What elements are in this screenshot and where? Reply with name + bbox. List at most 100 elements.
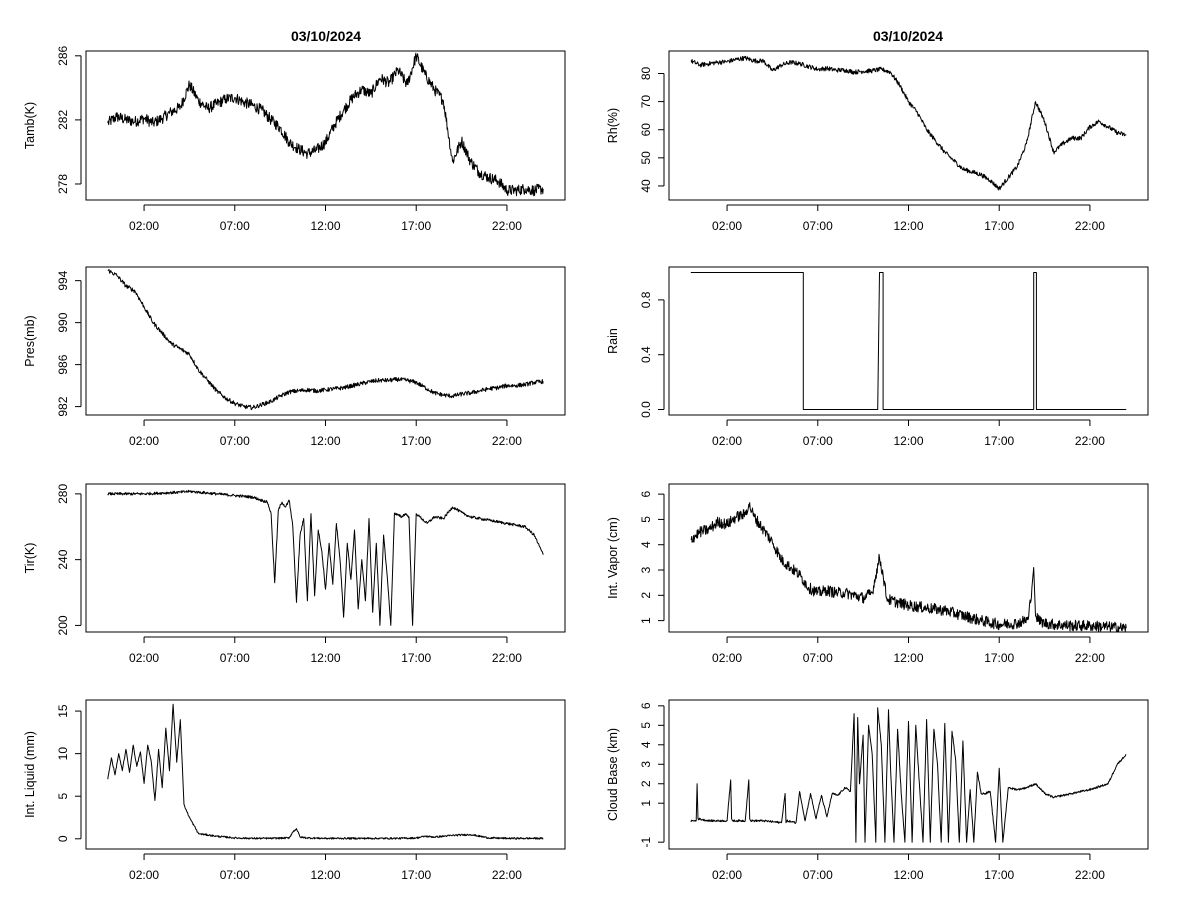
tamb-k-y-tick-label: 286 (56, 45, 70, 65)
tamb-k-y-tick-label: 278 (56, 174, 70, 194)
int-liquid-mm-y-tick-label: 5 (56, 793, 70, 800)
int-vapor-cm-y-tick-label: 5 (639, 516, 653, 523)
int-liquid-mm-x-tick-label: 17:00 (401, 868, 431, 882)
int-vapor-cm-series-line (690, 502, 1127, 632)
rain-plot-frame (668, 266, 1149, 416)
tir-k-x-tick-label: 02:00 (129, 651, 159, 665)
int-vapor-cm-y-tick-label: 6 (639, 490, 653, 497)
tir-k-x-tick-label: 22:00 (492, 651, 522, 665)
cloud-base-km-x-tick-label: 07:00 (803, 868, 833, 882)
pres-mb-plot-frame (85, 266, 566, 416)
rain-panel: 02:00 07:00 12:00 17:00 22:00 0.0 0.4 0.8 Rain (606, 266, 1149, 448)
int-vapor-cm-x-tick-label: 22:00 (1075, 651, 1105, 665)
rh-x-tick-label: 22:00 (1075, 219, 1105, 233)
rh-y-tick-label: 60 (639, 123, 653, 137)
rh-y-tick-label: 80 (639, 66, 653, 80)
rain-y-label: Rain (606, 328, 620, 354)
int-vapor-cm-plot-frame (668, 483, 1149, 633)
tamb-k-x-tick-label: 02:00 (129, 219, 159, 233)
cloud-base-km-y-tick-label: -1 (639, 837, 653, 848)
rh-y-label: Rh(%) (606, 108, 620, 143)
int-liquid-mm-series-line (107, 703, 544, 840)
tamb-k-x-tick-label: 17:00 (401, 219, 431, 233)
cloud-base-km-y-tick-label: 1 (639, 800, 653, 807)
rain-y-tick-label: 0.8 (639, 291, 653, 308)
int-liquid-mm-y-tick-label: 10 (56, 747, 70, 761)
tir-k-x-tick-label: 07:00 (220, 651, 250, 665)
pres-mb-series-line (107, 269, 544, 411)
tamb-k-x-tick-label: 22:00 (492, 219, 522, 233)
pres-mb-x-tick-label: 22:00 (492, 434, 522, 448)
rain-y-tick-label: 0.4 (639, 346, 653, 363)
cloud-base-km-x-tick-label: 17:00 (984, 868, 1014, 882)
int-vapor-cm-panel: 02:00 07:00 12:00 17:00 22:00 1 2 3 4 5 6 Int. Vapo… (606, 483, 1149, 665)
tamb-k-y-label: Tamb(K) (23, 102, 37, 149)
int-vapor-cm-y-tick-label: 1 (639, 617, 653, 624)
int-vapor-cm-x-tick-label: 07:00 (803, 651, 833, 665)
tir-k-y-tick-label: 280 (56, 484, 70, 504)
int-liquid-mm-y-label: Int. Liquid (mm) (23, 731, 37, 818)
pres-mb-y-tick-label: 994 (56, 270, 70, 290)
tamb-k-series-line (107, 52, 544, 197)
rh-series-line (690, 55, 1127, 191)
tir-k-y-tick-label: 200 (56, 615, 70, 635)
pres-mb-x-tick-label: 17:00 (401, 434, 431, 448)
tir-k-x-tick-label: 17:00 (401, 651, 431, 665)
tir-k-y-label: Tir(K) (23, 543, 37, 574)
int-vapor-cm-x-tick-label: 12:00 (893, 651, 923, 665)
tamb-k-x-tick-label: 07:00 (220, 219, 250, 233)
rain-x-tick-label: 12:00 (893, 434, 923, 448)
int-liquid-mm-x-tick-label: 12:00 (310, 868, 340, 882)
cloud-base-km-panel: 02:00 07:00 12:00 17:00 22:00 -1 1 2 3 4 5 6 Cloud B… (606, 699, 1149, 882)
int-liquid-mm-x-tick-label: 22:00 (492, 868, 522, 882)
rain-x-tick-label: 22:00 (1075, 434, 1105, 448)
tir-k-series-line (107, 489, 544, 626)
rain-x-tick-label: 07:00 (803, 434, 833, 448)
rh-y-tick-label: 40 (639, 179, 653, 193)
rh-x-tick-label: 12:00 (893, 219, 923, 233)
rh-plot-frame (668, 50, 1149, 201)
cloud-base-km-x-tick-label: 02:00 (712, 868, 742, 882)
rh-x-tick-label: 02:00 (712, 219, 742, 233)
rain-x-tick-label: 17:00 (984, 434, 1014, 448)
rh-y-tick-label: 70 (639, 95, 653, 109)
left-title: 03/10/2024 (291, 28, 361, 44)
int-vapor-cm-y-tick-label: 2 (639, 592, 653, 599)
cloud-base-km-y-tick-label: 3 (639, 761, 653, 768)
panel-grid: 02:00 07:00 12:00 17:00 22:00 278 282 286 Tamb(K… (23, 45, 1149, 882)
rh-x-tick-label: 17:00 (984, 219, 1014, 233)
pres-mb-y-tick-label: 986 (56, 354, 70, 374)
cloud-base-km-y-tick-label: 4 (639, 741, 653, 748)
tir-k-y-tick-label: 240 (56, 549, 70, 569)
cloud-base-km-series-line (690, 707, 1127, 843)
rain-y-tick-label: 0.0 (639, 401, 653, 418)
cloud-base-km-y-tick-label: 5 (639, 722, 653, 729)
pres-mb-y-tick-label: 982 (56, 396, 70, 416)
pres-mb-x-tick-label: 07:00 (220, 434, 250, 448)
pres-mb-panel: 02:00 07:00 12:00 17:00 22:00 982 986 990 994 Pre… (23, 266, 566, 448)
int-vapor-cm-y-label: Int. Vapor (cm) (606, 517, 620, 599)
int-vapor-cm-y-tick-label: 3 (639, 566, 653, 573)
int-liquid-mm-x-tick-label: 02:00 (129, 868, 159, 882)
rain-x-tick-label: 02:00 (712, 434, 742, 448)
pres-mb-y-tick-label: 990 (56, 312, 70, 332)
rh-x-tick-label: 07:00 (803, 219, 833, 233)
int-liquid-mm-y-tick-label: 0 (56, 835, 70, 842)
cloud-base-km-x-tick-label: 12:00 (893, 868, 923, 882)
int-liquid-mm-plot-frame (85, 699, 566, 850)
tir-k-x-tick-label: 12:00 (310, 651, 340, 665)
int-vapor-cm-x-tick-label: 17:00 (984, 651, 1014, 665)
int-liquid-mm-y-tick-label: 15 (56, 704, 70, 718)
cloud-base-km-y-label: Cloud Base (km) (606, 728, 620, 821)
cloud-base-km-y-tick-label: 6 (639, 702, 653, 709)
int-vapor-cm-y-tick-label: 4 (639, 541, 653, 548)
int-liquid-mm-panel: 02:00 07:00 12:00 17:00 22:00 0 5 10 15 Int. Liqu… (23, 699, 566, 882)
pres-mb-y-label: Pres(mb) (23, 315, 37, 366)
pres-mb-x-tick-label: 12:00 (310, 434, 340, 448)
tir-k-plot-frame (85, 483, 566, 633)
tamb-k-x-tick-label: 12:00 (310, 219, 340, 233)
tamb-k-panel: 02:00 07:00 12:00 17:00 22:00 278 282 286 Tamb(K… (23, 45, 566, 233)
rain-series-line (690, 272, 1127, 410)
cloud-base-km-x-tick-label: 22:00 (1075, 868, 1105, 882)
